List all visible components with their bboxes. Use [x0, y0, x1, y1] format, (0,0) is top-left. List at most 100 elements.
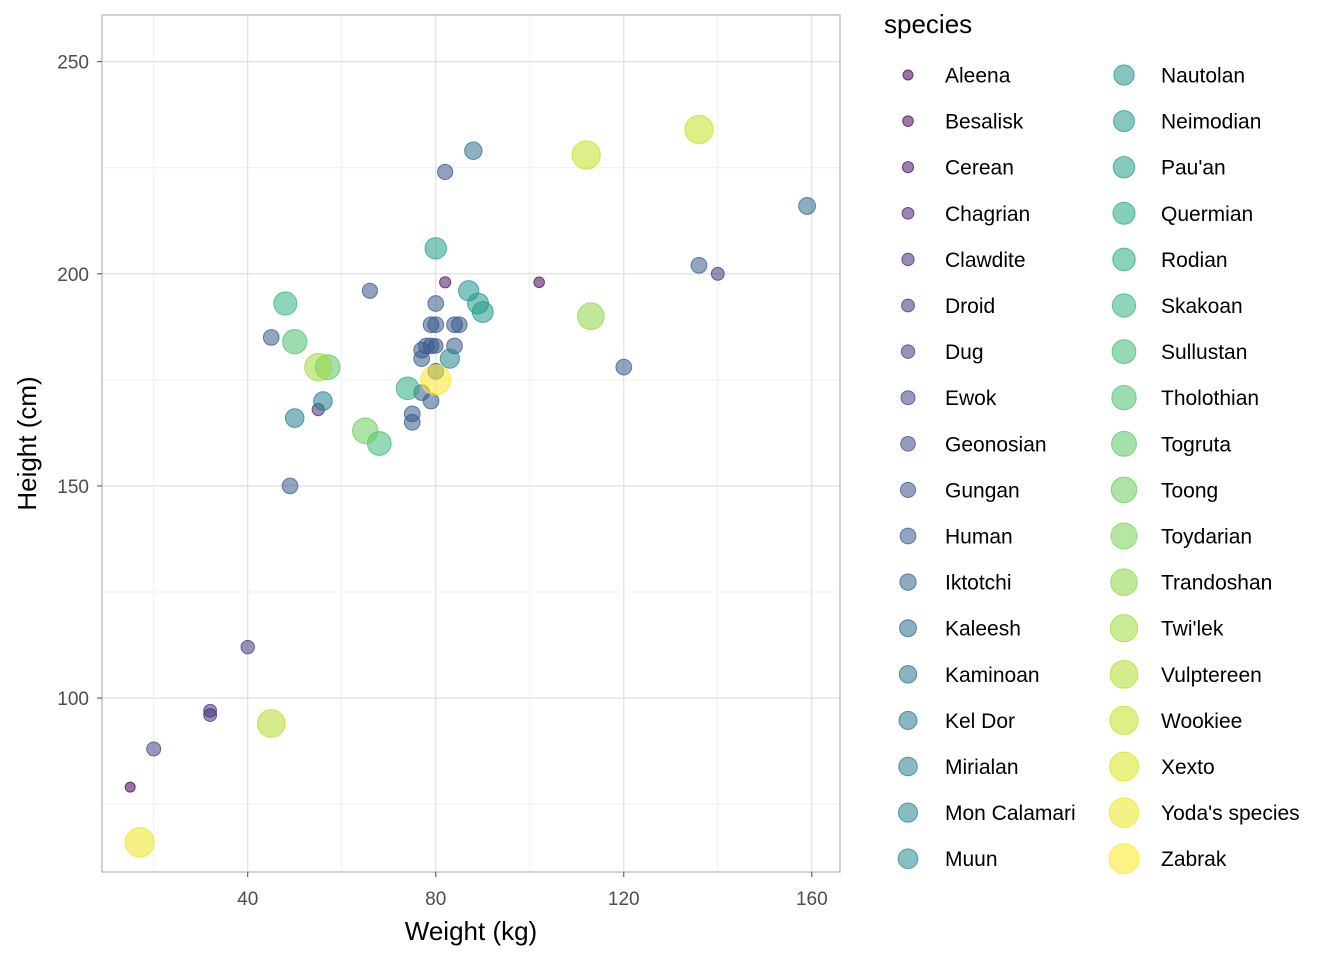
y-axis-title: Height (cm) — [12, 376, 42, 510]
data-point — [313, 391, 333, 411]
legend-key — [1112, 247, 1136, 272]
legend-key — [898, 710, 918, 730]
x-tick-label: 40 — [237, 889, 258, 910]
data-point — [690, 256, 708, 274]
data-point — [450, 316, 468, 334]
data-point — [533, 276, 545, 289]
legend-key — [1108, 843, 1140, 875]
data-point — [577, 302, 605, 331]
data-point — [256, 709, 286, 738]
data-point — [403, 405, 421, 423]
legend-label: Wookiee — [1161, 710, 1242, 733]
y-tick-label: 150 — [57, 477, 89, 498]
legend-label: Skakoan — [1161, 295, 1243, 318]
legend-key — [1108, 797, 1140, 828]
legend-key — [1109, 751, 1139, 782]
data-point — [262, 329, 280, 346]
data-point — [422, 392, 440, 410]
legend-label: Pau'an — [1161, 157, 1226, 180]
legend-key — [1109, 705, 1139, 736]
legend-label: Gungan — [945, 479, 1020, 502]
data-point — [240, 639, 255, 655]
legend-title: species — [884, 9, 972, 39]
data-point — [361, 282, 379, 299]
legend-key — [900, 436, 916, 452]
legend-key — [898, 756, 918, 777]
data-point — [437, 163, 454, 181]
data-point — [424, 237, 447, 260]
data-point — [203, 708, 218, 722]
legend-key — [899, 573, 917, 591]
data-point — [571, 140, 601, 170]
data-point — [420, 364, 452, 396]
x-tick-label: 80 — [425, 889, 446, 910]
data-point — [304, 353, 333, 382]
legend-key — [900, 344, 916, 359]
y-tick-label: 250 — [57, 53, 89, 74]
legend-label: Mirialan — [945, 756, 1019, 779]
legend-key — [1111, 339, 1137, 364]
legend-key — [897, 848, 919, 870]
legend-key — [897, 802, 919, 823]
legend-key — [901, 252, 915, 267]
legend-key — [1113, 64, 1135, 86]
legend-key — [902, 69, 914, 81]
data-point — [710, 266, 725, 281]
legend-label: Geonosian — [945, 433, 1047, 456]
legend-label: Kel Dor — [945, 710, 1015, 733]
legend: Aleena Besalisk Cerean Chagrian Clawdite Droi… — [897, 64, 1300, 875]
y-tick-label: 100 — [57, 689, 89, 710]
data-point — [146, 741, 162, 757]
data-point — [467, 292, 489, 315]
legend-label: Kaminoan — [945, 664, 1040, 687]
legend-key — [1110, 476, 1138, 504]
data-point — [413, 350, 431, 368]
legend-label: Cerean — [945, 157, 1014, 180]
legend-label: Neimodian — [1161, 111, 1261, 134]
legend-label: Toong — [1161, 479, 1218, 502]
legend-key — [1112, 155, 1136, 179]
legend-key — [1110, 568, 1138, 596]
legend-label: Rodian — [1161, 249, 1228, 272]
legend-label: Mon Calamari — [945, 802, 1076, 825]
legend-key — [1110, 522, 1138, 550]
data-point — [284, 408, 305, 428]
y-tick-label: 200 — [57, 265, 89, 286]
data-point — [427, 295, 445, 312]
data-point — [615, 358, 633, 376]
legend-label: Kaleesh — [945, 618, 1021, 641]
data-point — [273, 291, 298, 316]
legend-key — [901, 206, 915, 220]
legend-key — [1111, 293, 1137, 318]
legend-label: Besalisk — [945, 111, 1024, 134]
legend-label: Vulptereen — [1161, 664, 1262, 687]
legend-key — [1109, 659, 1139, 689]
data-point — [464, 141, 483, 160]
legend-label: Sullustan — [1161, 341, 1247, 364]
legend-key — [899, 527, 917, 545]
legend-label: Yoda's species — [1161, 802, 1300, 825]
legend-label: Human — [945, 526, 1013, 549]
legend-label: Quermian — [1161, 203, 1253, 226]
x-tick-label: 120 — [608, 889, 640, 910]
legend-label: Ewok — [945, 387, 997, 410]
legend-label: Droid — [945, 295, 995, 318]
grid — [102, 15, 840, 872]
legend-key — [901, 298, 915, 313]
legend-label: Muun — [945, 848, 998, 871]
legend-key — [899, 481, 917, 498]
data-point — [439, 348, 460, 369]
data-points — [124, 114, 817, 858]
legend-key — [901, 161, 915, 174]
legend-label: Toydarian — [1161, 526, 1252, 549]
legend-key — [902, 115, 914, 127]
legend-label: Nautolan — [1161, 65, 1245, 88]
data-point — [427, 316, 445, 334]
legend-label: Clawdite — [945, 249, 1026, 272]
legend-label: Togruta — [1161, 433, 1231, 456]
data-point — [124, 781, 136, 793]
x-axis-title: Weight (kg) — [405, 916, 537, 946]
legend-label: Aleena — [945, 65, 1011, 88]
